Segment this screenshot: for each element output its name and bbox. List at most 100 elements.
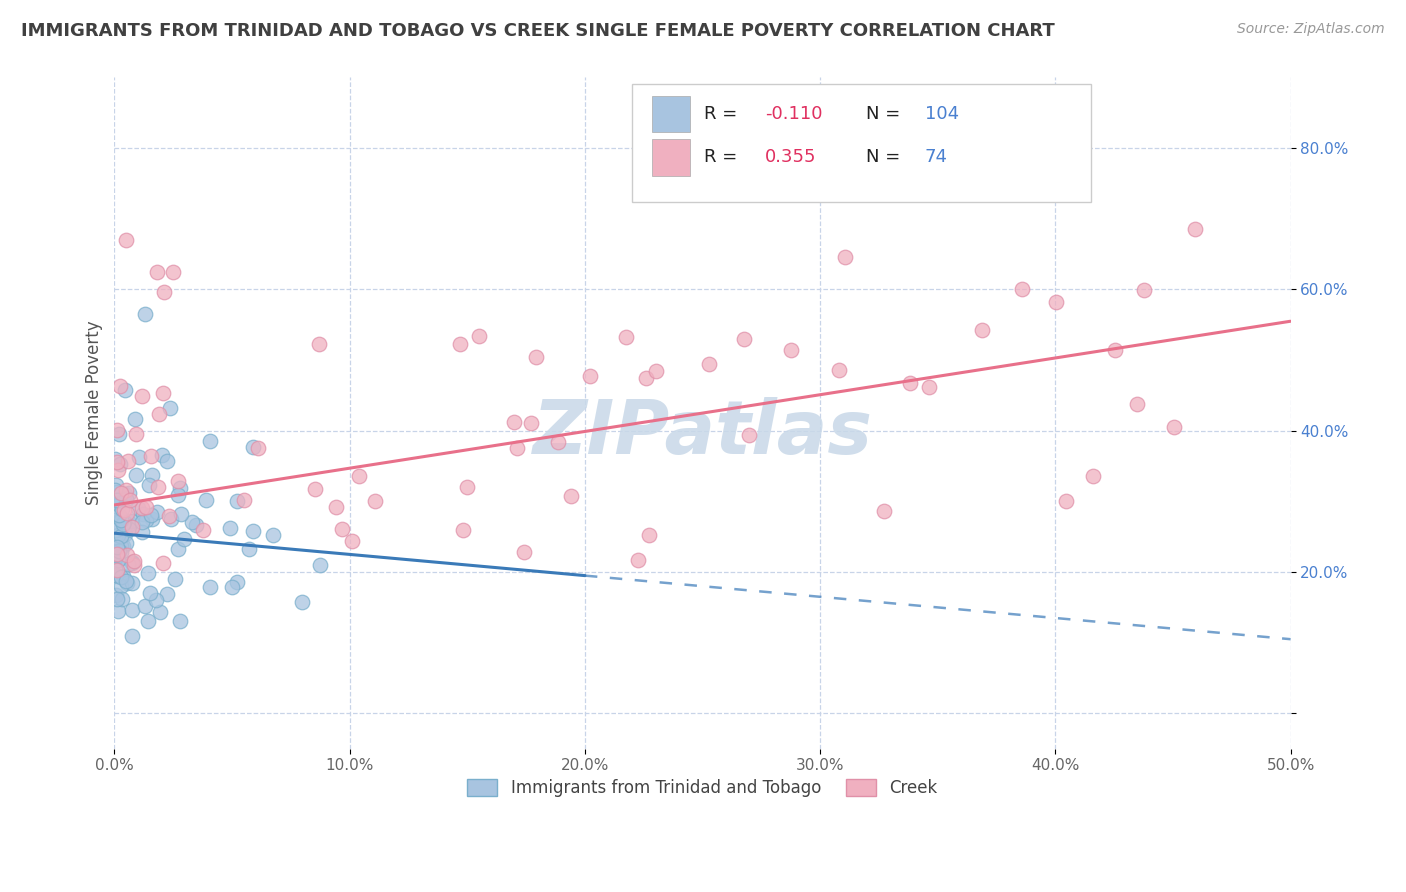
Point [110, 513, 132, 527]
Point [221, 580, 243, 594]
Point [167, 475, 190, 489]
Point [308, 337, 330, 351]
Point [150, 449, 173, 463]
Point [347, 469, 370, 483]
Point [191, 523, 214, 537]
Point [107, 493, 129, 508]
Point [195, 492, 218, 507]
Point [449, 337, 471, 351]
Point [115, 233, 138, 247]
Point [124, 427, 146, 442]
Point [111, 592, 134, 607]
Point [141, 468, 163, 483]
Point [118, 486, 141, 500]
Point [233, 492, 256, 507]
Point [160, 512, 183, 526]
Point [115, 548, 138, 562]
Point [138, 478, 160, 492]
Point [627, 553, 650, 567]
Point [121, 555, 143, 569]
Point [110, 545, 132, 559]
Legend: Immigrants from Trinidad and Tobago, Creek: Immigrants from Trinidad and Tobago, Cre… [461, 772, 945, 805]
Point [131, 388, 153, 402]
Point [614, 329, 637, 343]
Point [136, 566, 159, 581]
Point [697, 357, 720, 371]
Point [107, 543, 129, 558]
Point [1011, 282, 1033, 296]
Point [513, 545, 536, 559]
Point [503, 415, 526, 429]
Text: -0.110: -0.110 [765, 105, 823, 123]
FancyBboxPatch shape [652, 95, 689, 133]
Point [166, 542, 188, 557]
Point [105, 549, 128, 563]
Point [1126, 397, 1149, 411]
Point [107, 569, 129, 583]
Point [110, 539, 132, 553]
Point [163, 572, 186, 586]
Point [456, 480, 478, 494]
Point [340, 534, 363, 549]
Point [104, 477, 127, 491]
Point [105, 592, 128, 607]
Text: Source: ZipAtlas.com: Source: ZipAtlas.com [1237, 22, 1385, 37]
Point [117, 514, 139, 528]
Point [146, 505, 169, 519]
Text: R =: R = [703, 148, 742, 167]
Point [121, 603, 143, 617]
Point [238, 542, 260, 557]
Point [873, 504, 896, 518]
Point [145, 593, 167, 607]
Point [152, 557, 174, 571]
Point [117, 453, 139, 467]
Point [111, 501, 134, 516]
Point [111, 517, 134, 532]
Point [131, 501, 153, 516]
Point [118, 522, 141, 536]
Point [121, 576, 143, 591]
Point [114, 527, 136, 541]
Point [1184, 221, 1206, 235]
Point [124, 412, 146, 426]
Point [733, 332, 755, 346]
Point [110, 579, 132, 593]
Point [111, 569, 134, 583]
Point [547, 434, 569, 449]
Point [242, 440, 264, 454]
Point [115, 574, 138, 589]
Point [1104, 343, 1126, 357]
Point [169, 615, 191, 629]
Point [115, 506, 138, 520]
Point [107, 604, 129, 618]
Point [110, 529, 132, 543]
Point [262, 528, 284, 542]
Point [1054, 494, 1077, 508]
Point [107, 508, 129, 523]
Point [451, 524, 474, 538]
Point [226, 575, 249, 590]
Point [108, 544, 131, 558]
Point [898, 376, 921, 390]
Point [107, 553, 129, 567]
Y-axis label: Single Female Poverty: Single Female Poverty [86, 321, 103, 506]
Point [131, 525, 153, 540]
Point [560, 489, 582, 503]
Point [134, 307, 156, 321]
Point [104, 562, 127, 576]
Point [117, 518, 139, 533]
Point [828, 363, 851, 377]
Point [1045, 294, 1067, 309]
Text: 74: 74 [925, 148, 948, 167]
Point [148, 407, 170, 421]
Point [105, 541, 128, 555]
Text: N =: N = [866, 148, 905, 167]
Point [108, 495, 131, 509]
Point [104, 451, 127, 466]
Point [114, 487, 136, 501]
Point [139, 586, 162, 600]
Point [242, 524, 264, 538]
Point [159, 401, 181, 415]
Point [134, 513, 156, 527]
Point [636, 371, 658, 385]
